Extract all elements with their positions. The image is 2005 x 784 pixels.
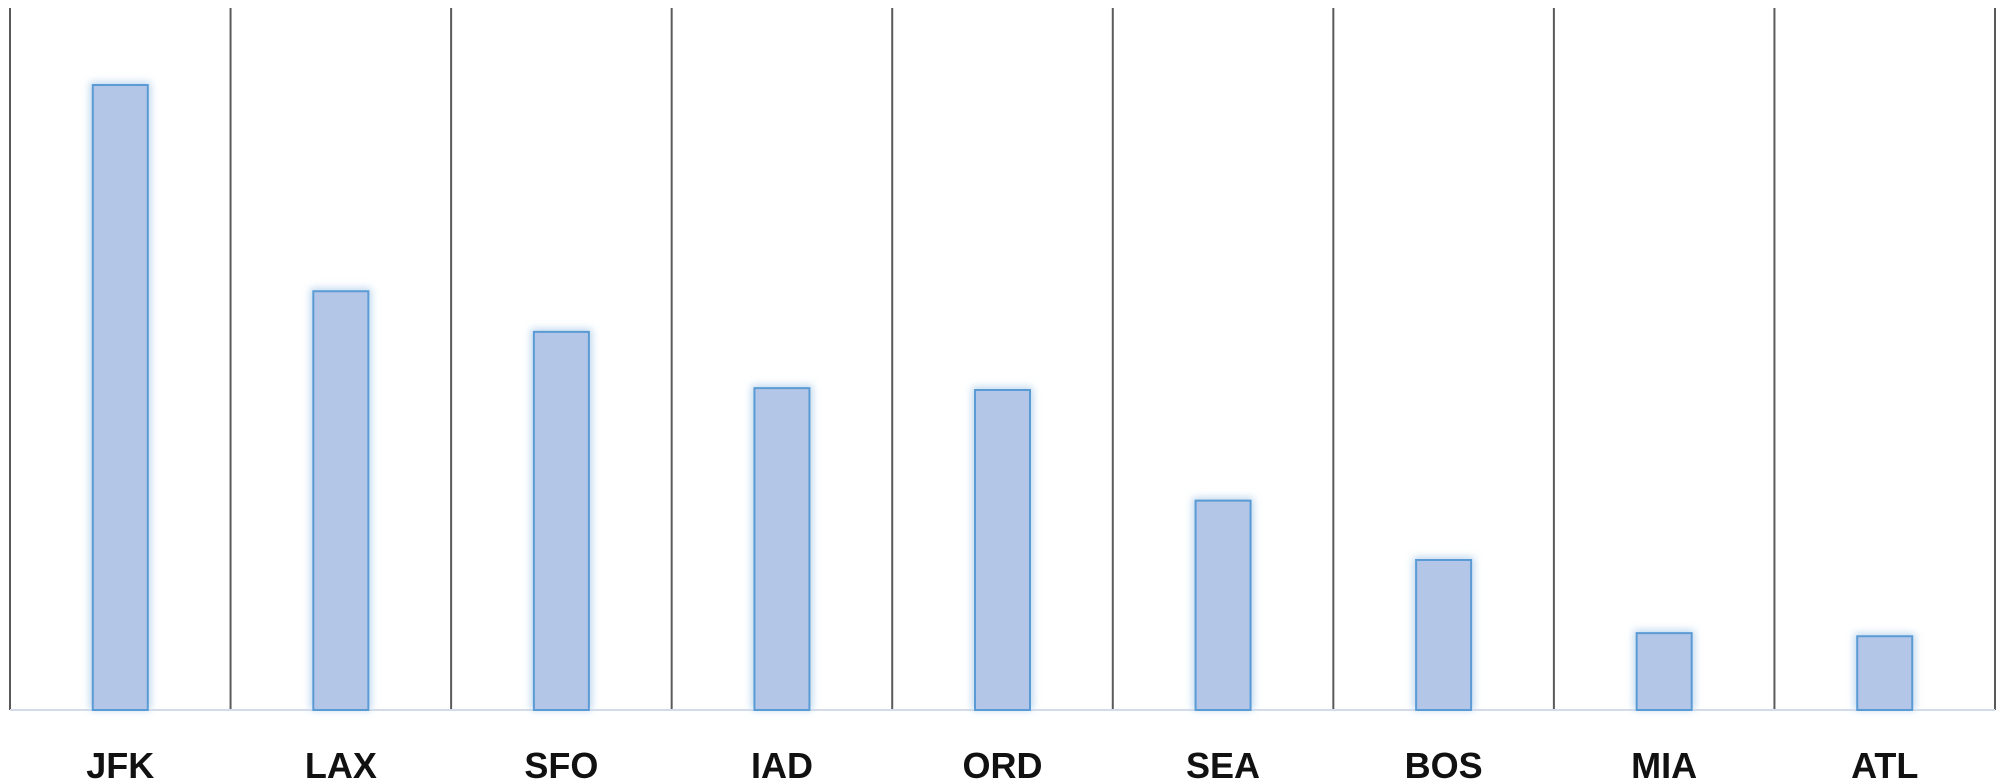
x-tick-labels: JFK LAX SFO IAD ORD SEA BOS MIA ATL — [86, 745, 1918, 784]
bar-atl — [1856, 635, 1914, 711]
x-tick-label-mia: MIA — [1631, 745, 1697, 784]
x-tick-label-atl: ATL — [1851, 745, 1918, 784]
bar-jfk — [91, 84, 149, 711]
bar-sfo — [532, 330, 590, 711]
bar-sea — [1194, 499, 1252, 711]
bar-bos — [1415, 559, 1473, 711]
x-tick-label-ord: ORD — [963, 745, 1043, 784]
x-tick-label-sfo: SFO — [524, 745, 598, 784]
x-tick-label-jfk: JFK — [86, 745, 154, 784]
column-dividers — [9, 8, 1996, 710]
bars-group — [89, 82, 1916, 711]
bar-ord — [974, 389, 1031, 711]
bar-iad — [753, 387, 811, 711]
bar-lax — [312, 290, 370, 711]
x-tick-label-lax: LAX — [305, 745, 377, 784]
bar-mia — [1635, 632, 1693, 711]
x-tick-label-sea: SEA — [1186, 745, 1260, 784]
x-tick-label-bos: BOS — [1405, 745, 1483, 784]
x-tick-label-iad: IAD — [751, 745, 813, 784]
